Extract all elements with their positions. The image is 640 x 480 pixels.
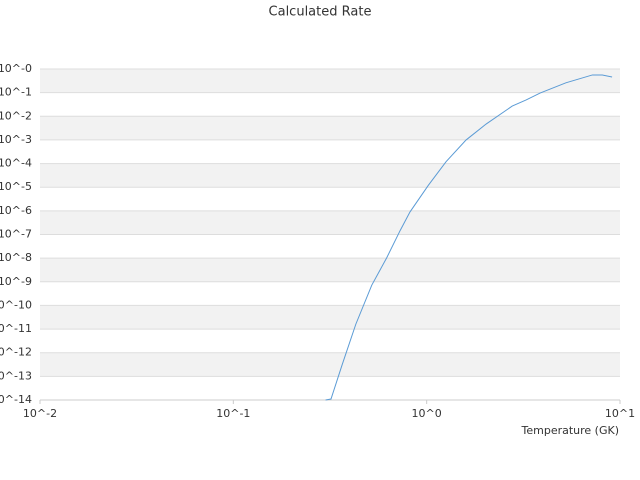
y-tick-label: 10^-6	[0, 204, 32, 217]
y-tick-label: 10^-10	[0, 298, 32, 311]
y-tick-label: 10^-13	[0, 369, 32, 382]
grid-band	[40, 210, 620, 235]
y-tick-label: 10^-11	[0, 322, 32, 335]
grid-band	[40, 116, 620, 140]
grid-band	[40, 163, 620, 188]
x-tick-label: 10^-2	[23, 407, 57, 420]
y-tick-label: 10^-9	[0, 275, 32, 288]
x-tick-label: 10^-1	[216, 407, 250, 420]
y-tick-label: 10^-7	[0, 228, 32, 241]
data-line	[325, 74, 613, 401]
y-tick-label: 10^-2	[0, 109, 32, 122]
y-tick-label: 10^-4	[0, 157, 32, 170]
grid-band	[40, 305, 620, 330]
grid-band	[40, 69, 620, 93]
y-tick-label: 10^-3	[0, 133, 32, 146]
y-tick-label: 10^-5	[0, 180, 32, 193]
chart-title: Calculated Rate	[269, 5, 372, 20]
y-tick-label: 10^-12	[0, 346, 32, 359]
y-tick-label: 10^-8	[0, 251, 32, 264]
y-tick-label: 10^-0	[0, 62, 32, 75]
grid-band	[40, 352, 620, 377]
x-tick-label: 10^1	[605, 407, 635, 420]
x-axis-label: Temperature (GK)	[521, 424, 620, 437]
y-tick-label: 10^-14	[0, 393, 32, 406]
x-tick-label: 10^0	[412, 407, 442, 420]
y-tick-label: 10^-1	[0, 86, 32, 99]
grid-band	[40, 258, 620, 282]
